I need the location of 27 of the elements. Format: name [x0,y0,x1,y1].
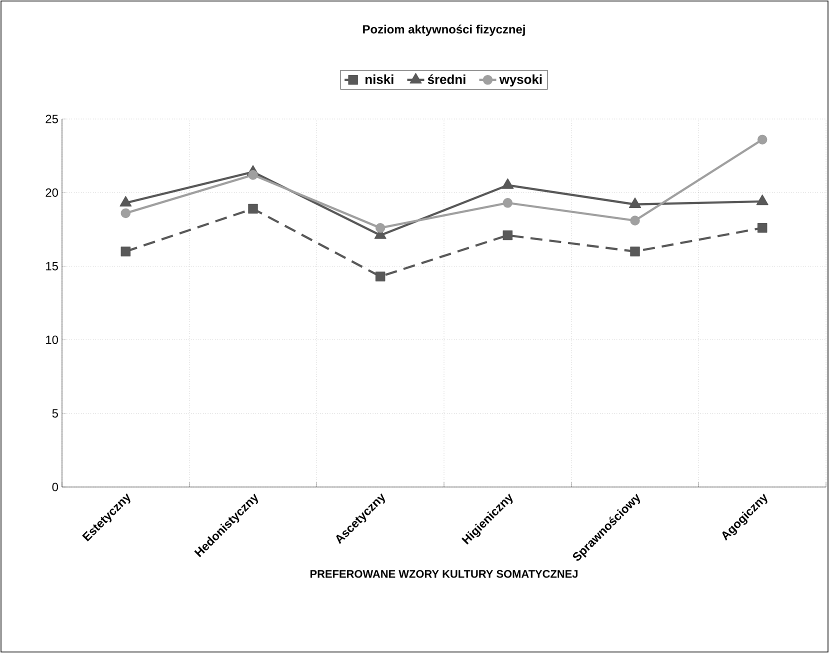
point [757,223,768,233]
point [248,170,258,180]
point [502,198,513,208]
point [630,246,640,256]
point [756,194,768,206]
point [375,272,386,282]
y-tick-label: 25 [46,114,58,124]
y-tick-label: 0 [52,482,58,492]
chart-title: Poziom aktywności fizycznej [363,24,525,36]
y-tick-label: 15 [46,262,58,270]
y-tick-label: 5 [52,409,58,418]
point [502,178,514,189]
y-tick-label: 10 [46,336,58,344]
point [757,134,768,144]
point [248,204,258,214]
point [120,246,131,256]
legend-label: niski [366,74,394,84]
legend-label: wysoki [499,74,542,87]
point [375,223,386,233]
point [630,216,640,226]
legend-label: średni [428,74,466,84]
x-axis-title: PREFEROWANE WZORY KULTURY SOMATYCZNEJ [310,570,578,578]
y-tick-label: 20 [46,188,58,197]
point [629,198,642,208]
point [502,230,513,240]
point [120,208,131,218]
point [120,196,132,207]
